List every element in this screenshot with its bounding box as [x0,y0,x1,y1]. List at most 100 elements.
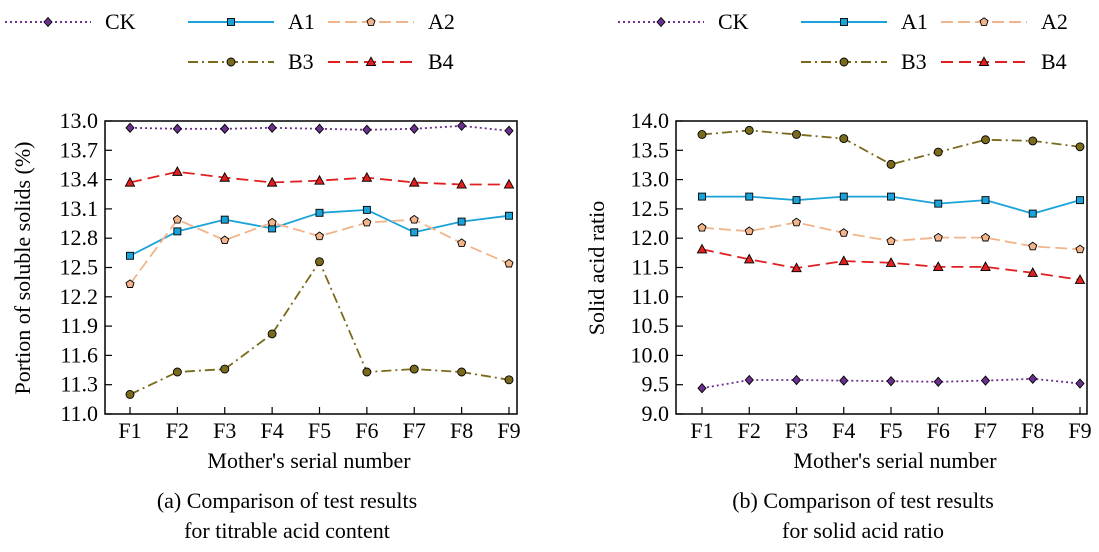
chart-a-point-a1 [315,208,324,217]
chart-a-point-b3 [362,367,372,377]
legend-a-item-a2: A2 [328,9,455,34]
chart-a-frame [104,120,518,415]
chart-b-series-b3 [697,125,1085,169]
legend-a-marker-b3 [226,57,236,67]
chart-a-ytick-label: 11.3 [60,372,98,397]
chart-a-series-line-b3 [129,260,510,396]
chart-b-ytick-label: 11.0 [631,284,669,309]
chart-a-xtick-label: F8 [450,418,473,443]
chart-b-point-b4 [980,261,991,271]
chart-b-point-b3 [1028,136,1038,146]
chart-a-point-b4 [172,166,183,176]
chart-b-xtick-label: F5 [879,418,902,443]
chart-a-point-a1 [457,217,466,226]
legend-b-label-b3: B3 [901,49,927,74]
chart-b-point-b3 [839,134,849,144]
chart-b-point-b3 [744,125,754,135]
chart-b-point-a1 [981,196,990,205]
chart-b-point-ck [791,374,802,386]
chart-a-point-a2 [504,258,514,268]
chart-a-point-a2 [457,238,467,247]
chart-b-point-a1 [792,196,801,205]
chart-b-point-a2 [1028,241,1038,251]
chart-a-ytick-label: 12.8 [60,225,99,250]
chart-a-point-b4 [503,178,515,189]
chart-b-ytick-label: 11.5 [631,255,669,280]
chart-a-point-ck [362,124,372,135]
chart-b-point-a2 [697,222,707,232]
chart-a-xtick-label: F4 [261,418,284,443]
chart-b-point-ck [1075,378,1085,389]
chart-b-point-a2 [839,228,849,237]
chart-b-point-a1 [745,192,754,201]
chart-b-point-a2 [980,232,991,242]
chart-b-ytick-label: 10.0 [631,342,670,367]
chart-b-point-ck [886,376,896,387]
chart-a-ytick-label: 11.9 [60,313,98,338]
chart-a-xlabel: Mother's serial number [207,448,411,473]
chart-b-point-a1 [839,192,848,201]
chart-b-caption-line2: for solid acid ratio [782,518,944,543]
chart-b-ytick-label: 12.5 [631,196,670,221]
chart-a-xtick-label: F7 [403,418,426,443]
chart-b-ytick-label: 12.0 [631,225,670,250]
chart-a-series-b4 [124,166,515,189]
chart-b-series-a1 [698,192,1084,218]
chart-a-caption-line2: for titrable acid content [184,518,390,543]
chart-a-point-b3 [504,375,514,385]
chart-a-xtick-label: F3 [213,418,236,443]
chart-b-point-ck [744,374,754,386]
chart-a-ytick-label: 13.0 [60,108,99,133]
chart-b-ylabel: Solid acid ratio [584,201,609,335]
chart-b-point-b4 [1027,267,1039,277]
chart-b-ytick-label: 13.5 [631,137,670,162]
chart-b-xtick-label: F4 [832,418,855,443]
chart-a-point-b4 [408,176,420,187]
chart-a-series-ck [125,120,514,136]
chart-a-point-a2 [172,214,182,224]
chart-b-point-b3 [697,130,707,139]
legend-a-label-b4: B4 [428,49,454,74]
chart-b-point-a1 [1028,209,1037,218]
chart-b-xlabel: Mother's serial number [793,448,997,473]
chart-a-point-b3 [457,367,467,377]
chart-b-xtick-label: F2 [738,418,761,443]
chart-a-series-a2 [125,214,514,288]
chart-b-point-ck [697,383,707,394]
chart-a-point-a2 [314,231,325,241]
chart-a-ytick-label: 13.1 [60,196,99,221]
chart-a-series-line-ck [129,125,510,132]
chart-a-point-a1 [126,251,134,260]
chart-b-point-b4 [885,257,897,267]
legend-a-marker-b4 [365,56,377,67]
chart-b-point-b3 [981,135,990,145]
chart-b-ytick-label: 13.0 [631,167,670,192]
chart-a-point-a2 [409,214,419,224]
chart-b-series-a2 [697,217,1085,254]
chart-b-point-b4 [743,253,755,264]
chart-a-ytick-label: 11.0 [60,401,98,426]
chart-b-xtick-label: F9 [1068,418,1091,443]
legend-b-marker-a2 [979,17,989,26]
chart-a-point-ck [457,120,467,132]
chart-a-point-ck [267,122,277,134]
chart-a-point-b3 [125,390,135,399]
chart-b-frame [675,120,1088,415]
legend-b-label-ck: CK [718,9,749,34]
chart-a-point-b3 [267,329,277,339]
legend-a-label-a2: A2 [428,9,455,34]
chart-b-xtick-label: F1 [690,418,713,443]
chart-a-point-b4 [361,171,373,182]
chart-a-point-a2 [362,217,372,227]
chart-b-point-b3 [886,159,896,169]
chart-a-point-b4 [456,178,467,189]
chart-a-xtick-label: F2 [166,418,189,443]
chart-a-xtick-label: F6 [355,418,378,443]
legend-b-marker-a1 [840,18,848,26]
chart-a-series-a1 [126,205,513,260]
legend-a-label-a1: A1 [288,9,315,34]
chart-b-caption-line1: (b) Comparison of test results [732,488,994,513]
legend-b-label-a2: A2 [1041,9,1068,34]
chart-b-point-b4 [1074,274,1086,284]
